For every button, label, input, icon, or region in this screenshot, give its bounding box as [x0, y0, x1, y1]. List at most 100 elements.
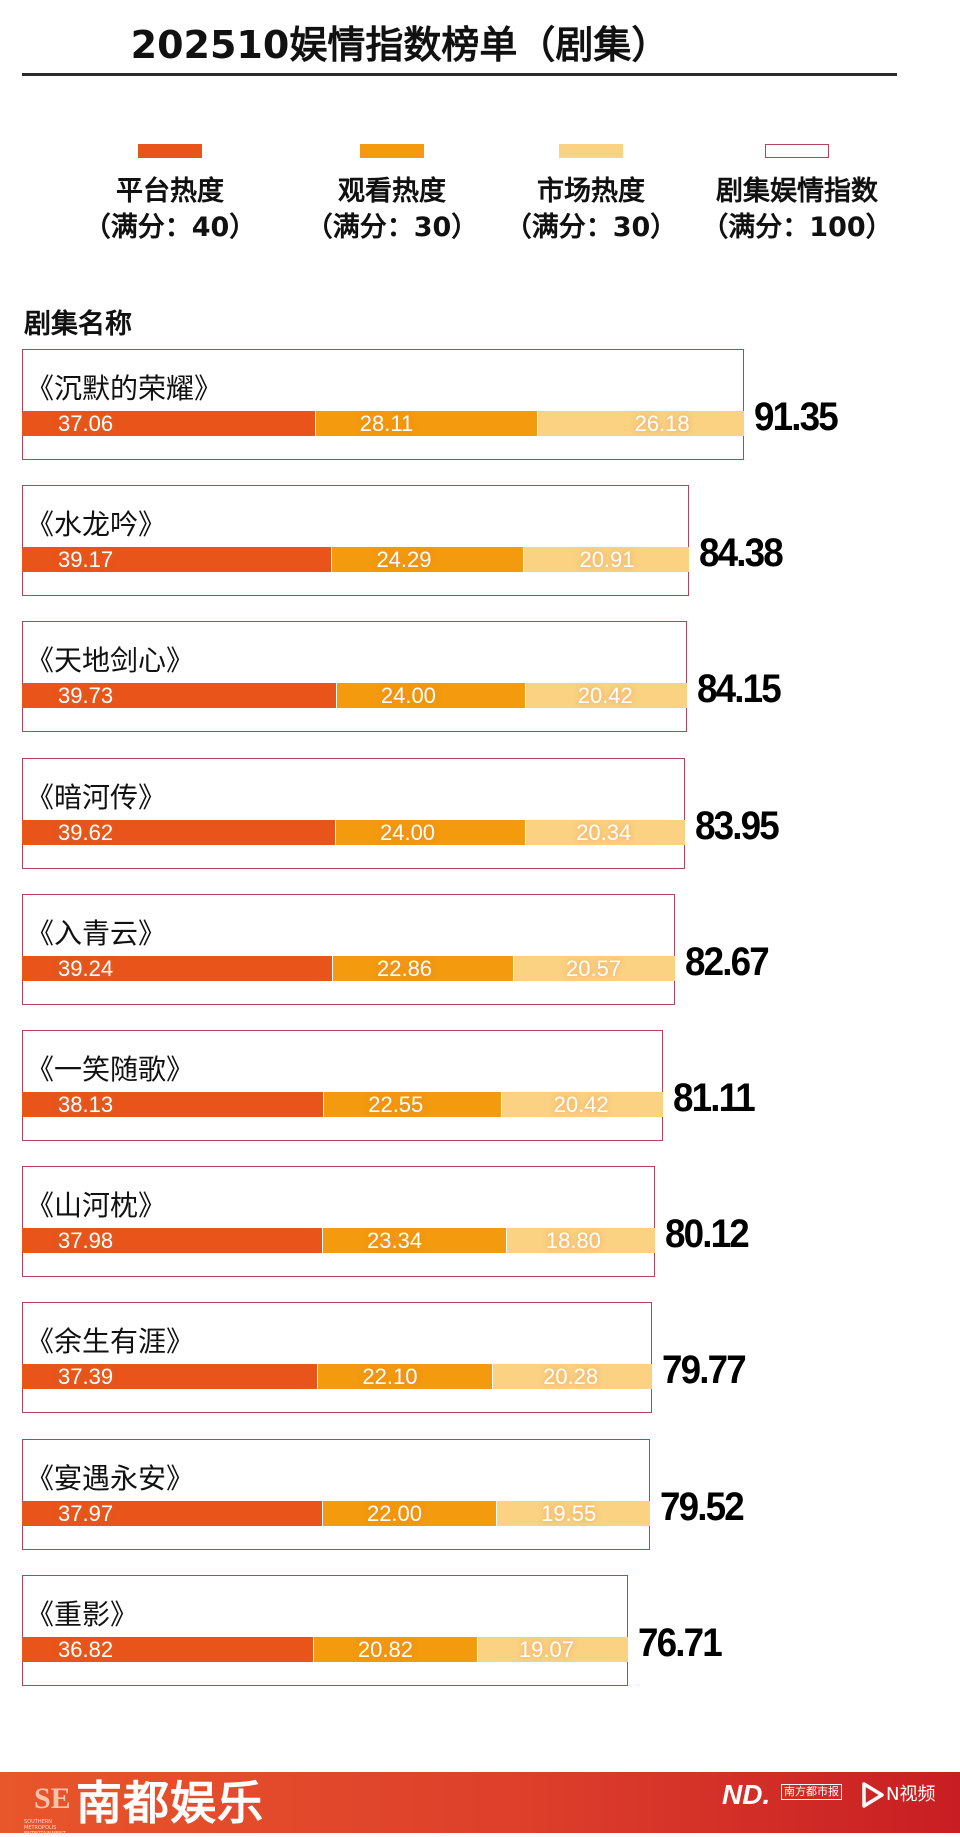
legend-drama-index: 剧集娱情指数 （满分：100） — [697, 144, 897, 246]
market-value: 19.07 — [518, 1636, 574, 1662]
index-outline-box — [22, 485, 689, 597]
bar-segment-market: 26.18 — [536, 411, 744, 436]
total-index: 83.95 — [695, 803, 780, 848]
index-outline-box — [22, 349, 744, 460]
watch-value: 24.00 — [380, 683, 436, 709]
bar-segment-market: 20.57 — [512, 955, 676, 981]
chart-row: 《天地剑心》 39.73 24.00 20.42 84.15 — [22, 621, 782, 733]
platform-value: 39.24 — [58, 955, 114, 981]
bar-segment-market: 20.42 — [525, 683, 687, 709]
drama-name: 《暗河传》 — [26, 780, 167, 814]
total-index: 82.67 — [685, 939, 770, 984]
bar-segment-market: 19.07 — [477, 1636, 628, 1662]
bar-segment-platform: 37.39 — [22, 1364, 318, 1390]
title-divider — [22, 73, 897, 76]
stacked-bar: 38.13 22.55 20.42 — [22, 1092, 663, 1117]
bar-segment-market: 19.55 — [495, 1500, 651, 1526]
chart-row: 《山河枕》 37.98 23.34 18.80 80.12 — [22, 1166, 750, 1278]
watch-value: 28.11 — [359, 411, 414, 436]
drama-name: 《水龙吟》 — [26, 508, 167, 542]
page-title: 202510娱情指数榜单（剧集） — [130, 23, 670, 67]
legend-market-heat: 市场热度 （满分：30） — [491, 144, 691, 246]
bar-segment-market: 20.34 — [524, 819, 686, 845]
watch-value: 24.00 — [379, 819, 436, 845]
drama-name: 《沉默的荣耀》 — [26, 372, 223, 405]
bar-segment-watch: 23.34 — [322, 1228, 507, 1254]
platform-value: 39.17 — [58, 547, 114, 573]
legend-swatch-watch — [360, 144, 424, 158]
bar-segment-watch: 22.86 — [331, 955, 513, 981]
index-outline-box — [22, 1166, 655, 1278]
platform-value: 37.98 — [58, 1228, 114, 1254]
stacked-bar: 37.98 23.34 18.80 — [22, 1228, 655, 1254]
platform-value: 38.13 — [58, 1092, 114, 1117]
chart-row: 《沉默的荣耀》 37.06 28.11 26.18 91.35 — [22, 349, 838, 460]
bar-segment-market: 20.28 — [491, 1364, 653, 1390]
platform-value: 39.73 — [58, 683, 114, 709]
watch-value: 22.55 — [368, 1092, 424, 1117]
bar-segment-platform: 39.17 — [22, 547, 332, 573]
bar-segment-watch: 24.00 — [335, 683, 526, 709]
bar-segment-market: 18.80 — [506, 1228, 655, 1254]
platform-value: 37.39 — [58, 1364, 114, 1390]
bar-segment-market: 20.91 — [523, 547, 689, 573]
bar-segment-watch: 24.29 — [331, 547, 524, 573]
drama-name: 《山河枕》 — [26, 1189, 167, 1223]
bar-segment-watch: 20.82 — [312, 1636, 478, 1662]
chart-row: 《一笑随歌》 38.13 22.55 20.42 81.11 — [22, 1030, 755, 1141]
index-outline-box — [22, 621, 687, 733]
index-outline-box — [22, 893, 676, 1005]
index-outline-box — [22, 1302, 653, 1414]
stacked-bar: 37.39 22.10 20.28 — [22, 1364, 653, 1390]
market-value: 20.34 — [576, 819, 632, 845]
total-index: 79.77 — [662, 1348, 747, 1393]
legend-swatch-market — [559, 144, 623, 158]
drama-name: 《重影》 — [26, 1597, 139, 1631]
bar-segment-watch: 22.00 — [321, 1500, 496, 1526]
platform-value: 39.62 — [58, 819, 114, 845]
market-value: 26.18 — [634, 411, 690, 436]
legend-sublabel: （满分：30） — [504, 212, 678, 243]
legend-watch-heat: 观看热度 （满分：30） — [292, 144, 492, 246]
market-value: 18.80 — [545, 1228, 601, 1254]
footer-banner: SE SOUTHERN METROPOLIS ENTERTAINMENT 南都娱… — [0, 1772, 960, 1837]
total-index: 84.15 — [696, 667, 782, 712]
watch-value: 20.82 — [357, 1636, 413, 1662]
legend-platform-heat: 平台热度 （满分：40） — [70, 144, 270, 246]
stacked-bar: 37.06 28.11 26.18 — [22, 411, 744, 436]
bar-segment-platform: 38.13 — [22, 1092, 324, 1117]
bar-segment-watch: 22.10 — [317, 1364, 492, 1390]
chart-row: 《宴遇永安》 37.97 22.00 19.55 79.52 — [22, 1438, 745, 1550]
legend-label: 市场热度 — [537, 176, 645, 207]
drama-name: 《入青云》 — [26, 916, 167, 950]
bar-segment-platform: 36.82 — [22, 1636, 313, 1662]
legend-sublabel: （满分：40） — [83, 212, 257, 243]
total-index: 79.52 — [660, 1484, 745, 1529]
chart-row: 《重影》 36.82 20.82 19.07 76.71 — [22, 1574, 723, 1686]
market-value: 20.42 — [553, 1092, 609, 1117]
stacked-bar: 39.17 24.29 20.91 — [22, 547, 689, 573]
legend-label: 剧集娱情指数 — [716, 176, 878, 207]
watch-value: 22.00 — [366, 1500, 423, 1526]
stacked-bar: 39.24 22.86 20.57 — [22, 955, 676, 981]
n-video-logo: N视频 — [886, 1784, 936, 1805]
n-video-icon — [862, 1782, 884, 1808]
bar-segment-platform: 39.24 — [22, 955, 332, 981]
platform-value: 36.82 — [58, 1636, 114, 1662]
watch-value: 22.86 — [376, 955, 433, 981]
legend-swatch-platform — [138, 144, 202, 158]
chart-row: 《入青云》 39.24 22.86 20.57 82.67 — [22, 893, 770, 1005]
legend-label: 观看热度 — [338, 176, 446, 207]
market-value: 19.55 — [541, 1500, 597, 1526]
legend-label: 平台热度 — [116, 176, 224, 207]
se-logo-subtext: SOUTHERN METROPOLIS ENTERTAINMENT — [24, 1819, 66, 1837]
bar-segment-platform: 37.97 — [22, 1500, 322, 1526]
total-index: 81.11 — [672, 1076, 756, 1120]
stacked-bar: 39.62 24.00 20.34 — [22, 819, 686, 845]
market-value: 20.91 — [579, 547, 635, 573]
watch-value: 24.29 — [376, 547, 432, 573]
watch-value: 23.34 — [367, 1228, 423, 1254]
total-index: 76.71 — [638, 1620, 723, 1665]
market-value: 20.57 — [566, 955, 622, 981]
stacked-bar: 37.97 22.00 19.55 — [22, 1500, 651, 1526]
